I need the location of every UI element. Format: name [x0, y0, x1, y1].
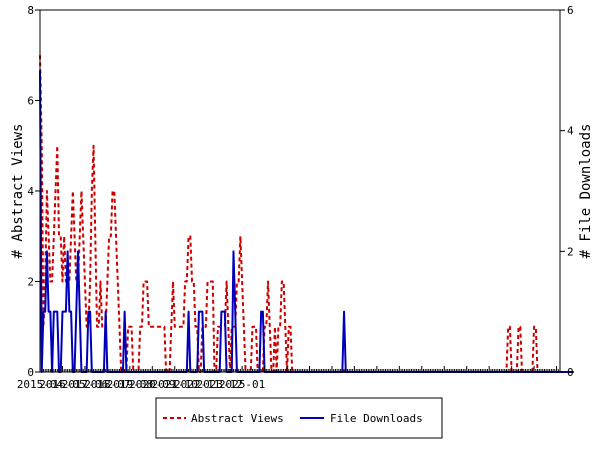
- left-y-tick-label: 2: [27, 276, 34, 289]
- series-layer: [39, 55, 574, 373]
- left-y-tick-label: 8: [27, 4, 34, 17]
- series-line-abstract-views: [39, 55, 560, 373]
- x-tick-label: 2018-07: [84, 378, 130, 391]
- legend-box: [155, 397, 443, 439]
- x-tick-label: 2020-09: [129, 378, 175, 391]
- left-y-tick-label: 0: [27, 366, 34, 379]
- legend: Abstract Views File Downloads: [155, 397, 443, 439]
- x-axis-ticks: 2015-042016-052017-062018-072019-082020-…: [17, 366, 561, 391]
- legend-label-abstract-views: Abstract Views: [191, 412, 284, 425]
- right-y-axis-ticks: 0 2 4 6: [560, 4, 574, 379]
- x-tick-label: 2016-05: [39, 378, 85, 391]
- x-tick-label: 2022-11: [174, 378, 220, 391]
- legend-label-file-downloads: File Downloads: [330, 412, 423, 425]
- left-y-axis-label: # Abstract Views: [10, 124, 26, 259]
- x-tick-label: 2023-12: [196, 378, 242, 391]
- left-y-tick-label: 4: [27, 185, 34, 198]
- x-tick-label: 2025-01: [219, 378, 265, 391]
- plot-frame: [39, 9, 561, 373]
- right-y-axis-label: # File Downloads: [578, 124, 594, 259]
- x-tick-label: 2019-08: [107, 378, 153, 391]
- x-tick-label: 2021-10: [152, 378, 198, 391]
- x-tick-label: 2015-04: [17, 378, 64, 391]
- left-y-tick-label: 6: [27, 95, 34, 108]
- right-y-tick-label: 0: [567, 366, 574, 379]
- right-y-tick-label: 6: [567, 4, 574, 17]
- x-tick-label: 2017-06: [62, 378, 108, 391]
- right-y-tick-label: 2: [567, 245, 574, 258]
- right-y-tick-label: 4: [567, 125, 574, 138]
- left-y-axis-ticks: 0 2 4 6 8: [27, 4, 40, 379]
